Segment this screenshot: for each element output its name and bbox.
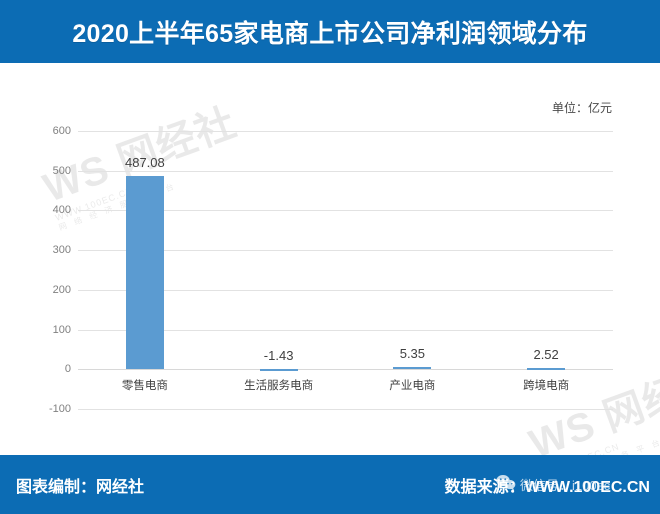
y-axis-tick-label: 500 [52,164,71,177]
y-axis-tick-label: 600 [52,125,71,137]
y-axis-tick-label: 300 [52,244,71,257]
y-axis-tick-label: -100 [48,403,71,415]
gridline: 500 [53,165,613,177]
bar-value-label: 5.35 [399,346,426,362]
x-axis-category-label: 跨境电商 [523,380,570,393]
bar-group: 2.52 跨境电商 [479,131,613,409]
y-axis-tick-label: 400 [52,204,71,217]
bar[interactable] [393,367,432,370]
chart-area: 单位：亿元 WS 网经社 WWW.100EC.CN 网 络 经 济 服 务 平 … [0,63,660,488]
footer-band: 图表编制：网经社 数据来源：WWW.100EC.CN 微信号：i100ec [0,455,660,514]
bar[interactable] [259,369,298,372]
x-axis-category-label: 产业电商 [389,380,436,393]
gridline: 600 [53,125,613,137]
y-axis-tick-label: 200 [52,283,71,296]
bar-group: 5.35 产业电商 [346,131,480,409]
footer-editor-label: 图表编制：网经社 [16,478,145,496]
plot-region: 600 500 400 300 200 100 0 -100 487.08 零售电商 -1.43 生… [49,125,613,415]
bar[interactable] [527,368,566,371]
gridline: 0 [65,363,613,375]
gridline: -100 [49,403,613,415]
gridline: 300 [53,244,613,256]
header-band: 2020上半年65家电商上市公司净利润领域分布 [0,0,660,63]
y-axis-tick-label: 0 [64,363,71,376]
bar-value-label: 2.52 [533,347,559,363]
bar-group: -1.43 生活服务电商 [212,131,346,409]
x-axis-category-label: 零售电商 [121,380,168,393]
bar-value-label: 487.08 [124,154,165,170]
bar-series: 487.08 零售电商 -1.43 生活服务电商 5.35 产业电商 2.52 跨境电商 [78,131,613,409]
footer-source-label: 数据来源：WWW.100EC.CN [444,478,650,496]
unit-label: 单位：亿元 [551,101,612,115]
gridline: 200 [53,284,613,296]
y-axis-tick-label: 100 [52,323,71,336]
gridline: 400 [53,204,613,216]
gridline: 100 [53,324,613,336]
x-axis-category-label: 生活服务电商 [244,380,314,393]
page-title: 2020上半年65家电商上市公司净利润领域分布 [72,19,588,48]
bar-value-label: -1.43 [263,348,294,364]
bar[interactable] [125,175,164,370]
bar-group: 487.08 零售电商 [78,131,212,409]
